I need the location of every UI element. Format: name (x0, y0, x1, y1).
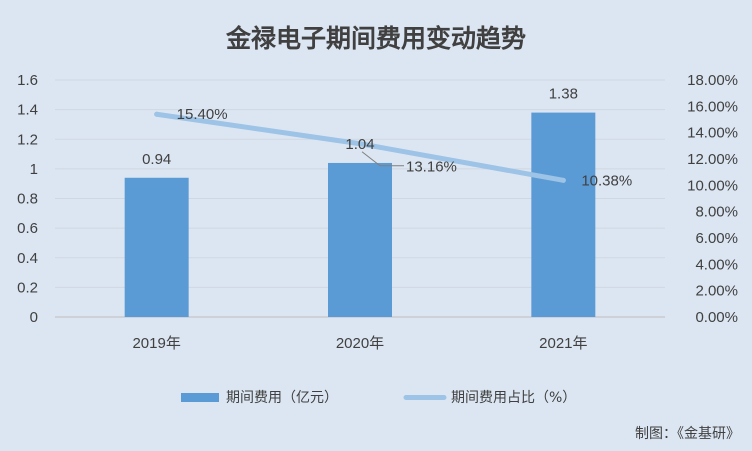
bar-data-label: 1.04 (345, 136, 374, 153)
line-data-label: 15.40% (177, 106, 228, 123)
left-tick-label: 0.6 (17, 220, 38, 237)
right-tick-label: 2.00% (695, 283, 738, 300)
data-labels: 0.94 1.04 1.38 15.40% 13.16% 10.38% (142, 86, 632, 190)
left-tick-label: 1.2 (17, 131, 38, 148)
legend-label-line: 期间费用占比（%） (451, 390, 576, 406)
line-point (560, 177, 566, 183)
x-tick-label: 2020年 (336, 335, 384, 352)
right-tick-label: 8.00% (695, 204, 738, 221)
right-tick-label: 12.00% (687, 151, 738, 168)
line-data-label: 13.16% (406, 159, 457, 176)
left-tick-label: 1 (30, 161, 38, 178)
right-tick-label: 16.00% (687, 98, 738, 115)
line-point (154, 111, 160, 117)
left-tick-label: 0.4 (17, 250, 38, 267)
line-data-label: 10.38% (581, 172, 632, 189)
right-tick-label: 18.00% (687, 72, 738, 89)
right-tick-label: 10.00% (687, 177, 738, 194)
x-axis-ticks: 2019年 2020年 2021年 (132, 335, 587, 352)
right-tick-label: 14.00% (687, 125, 738, 142)
bar-data-label: 1.38 (549, 86, 578, 103)
right-tick-label: 4.00% (695, 256, 738, 273)
left-tick-label: 1.6 (17, 72, 38, 89)
bar (328, 162, 392, 317)
left-axis-ticks: 0 0.2 0.4 0.6 0.8 1 1.2 1.4 1.6 (17, 72, 38, 326)
credit-text: 制图：《金基研》 (635, 425, 740, 442)
line-point (357, 141, 363, 147)
bar-data-label: 0.94 (142, 151, 171, 168)
legend: 期间费用（亿元） 期间费用占比（%） (181, 390, 576, 406)
x-tick-label: 2021年 (539, 335, 587, 352)
right-tick-label: 0.00% (695, 309, 738, 326)
left-tick-label: 0 (30, 309, 38, 326)
bar (531, 112, 596, 318)
left-tick-label: 0.2 (17, 279, 38, 296)
leader-line (361, 151, 381, 167)
right-axis-ticks: 0.00% 2.00% 4.00% 6.00% 8.00% 10.00% 12.00% 14.… (687, 72, 738, 326)
left-tick-label: 1.4 (17, 102, 38, 119)
right-tick-label: 6.00% (695, 230, 738, 247)
legend-swatch-bar (181, 393, 219, 402)
x-tick-label: 2019年 (132, 335, 180, 352)
bar (124, 177, 189, 317)
line-series (154, 111, 566, 183)
legend-label-bar: 期间费用（亿元） (226, 390, 338, 406)
left-tick-label: 0.8 (17, 191, 38, 208)
bar-series (124, 112, 596, 318)
chart-title: 金禄电子期间费用变动趋势 (225, 24, 526, 53)
